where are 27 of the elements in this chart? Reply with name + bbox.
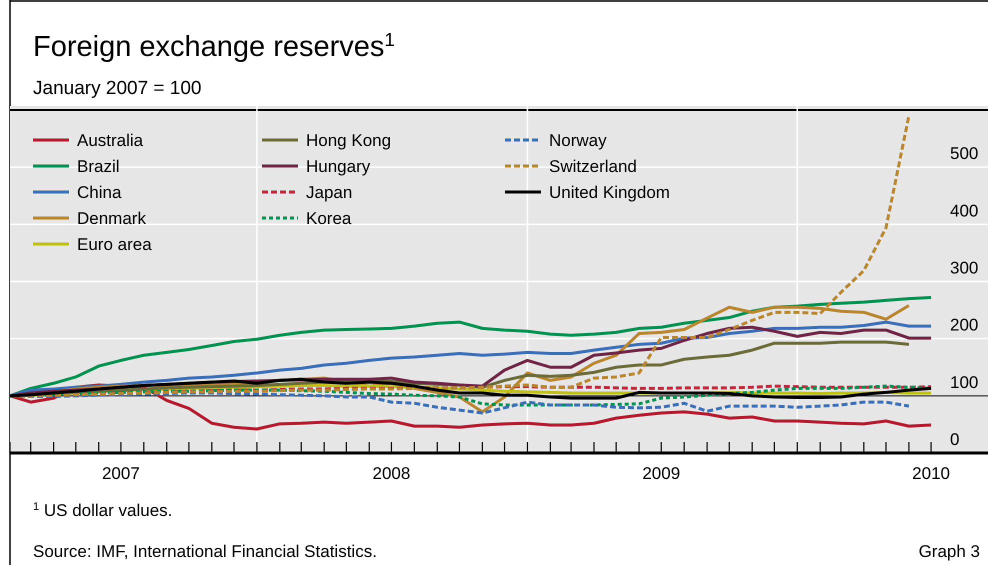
legend-label: Australia [77, 131, 144, 150]
caption: Graph 3 [918, 542, 980, 561]
legend-label: United Kingdom [549, 183, 670, 202]
legend-label: China [77, 183, 122, 202]
chart-title: Foreign exchange reserves$^{1}$ [33, 28, 395, 63]
legend-label: Norway [549, 131, 608, 150]
legend-label: Brazil [77, 157, 120, 176]
x-tick-label: 2010 [912, 464, 950, 483]
y-tick-label: 100 [950, 372, 978, 392]
legend-label: Hong Kong [306, 131, 392, 150]
y-tick-label: 0 [950, 430, 960, 449]
legend-label: Hungary [306, 157, 371, 176]
legend-label: Switzerland [549, 157, 637, 176]
y-tick-label: 300 [950, 258, 978, 278]
y-tick-label: 200 [950, 316, 978, 335]
legend-label: Denmark [77, 209, 146, 228]
x-tick-label: 2008 [372, 464, 410, 483]
x-tick-label: 2009 [642, 464, 680, 483]
x-tick-label: 2007 [102, 464, 140, 483]
y-tick-label: 500 [950, 144, 978, 164]
text: $^{1}$ US dollar values. [33, 501, 172, 520]
chart-subtitle: January 2007 = 100 [33, 78, 202, 99]
legend-label: Korea [306, 209, 352, 228]
source-note: Source: IMF, International Financial Statistics. [33, 542, 377, 561]
legend-label: Japan [306, 183, 352, 202]
legend-label: Euro area [77, 235, 152, 254]
y-tick-label: 400 [950, 201, 978, 220]
